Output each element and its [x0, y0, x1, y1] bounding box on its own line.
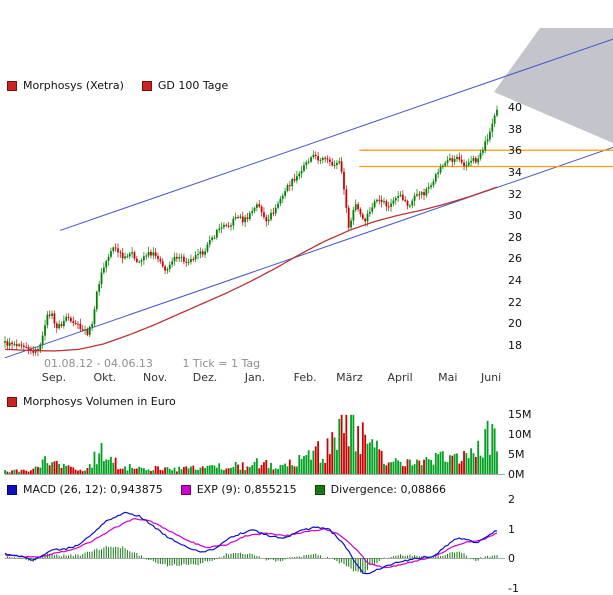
period-label: 01.08.12 - 04.06.13: [44, 357, 153, 370]
price-axis-tick: 18: [508, 339, 522, 353]
divergence-label: Divergence: 0,08866: [330, 483, 446, 496]
month-label: Jan.: [244, 371, 266, 384]
divergence-swatch-icon: [314, 484, 325, 495]
price-series-label: Morphosys (Xetra): [23, 79, 124, 92]
price-axis-tick: 32: [508, 187, 522, 201]
volume-swatch-icon: [7, 396, 17, 407]
month-label: Mai: [438, 371, 458, 384]
volume-axis-tick: 5M: [508, 448, 525, 461]
exp-swatch-icon: [180, 484, 191, 495]
price-axis-tick: 40: [508, 101, 522, 114]
price-axis-tick: 22: [508, 295, 522, 309]
price-axis-tick: 20: [508, 317, 522, 331]
price-series-swatch-icon: [7, 80, 17, 91]
month-label: Sep.: [41, 371, 67, 384]
macd-axis-tick: 0: [508, 552, 515, 565]
volume-axis-tick: 0M: [508, 468, 525, 481]
price-axis-tick: 28: [508, 230, 522, 244]
month-label: Nov.: [142, 371, 168, 384]
volume-label: Morphosys Volumen in Euro: [23, 395, 176, 408]
price-axis-tick: 30: [508, 209, 522, 223]
ma-series-swatch-icon: [141, 80, 152, 91]
price-axis-tick: 38: [508, 122, 522, 136]
price-axis-tick: 26: [508, 252, 522, 266]
macd-label: MACD (26, 12): 0,943875: [23, 483, 163, 496]
volume-axis-tick: 15M: [508, 408, 532, 421]
volume-axis-tick: 10M: [508, 428, 532, 441]
macd-axis-tick: 1: [508, 522, 515, 536]
price-legend: Morphosys (Xetra) GD 100 Tage: [7, 79, 228, 92]
volume-legend: Morphosys Volumen in Euro: [7, 395, 176, 408]
price-axis-tick: 36: [508, 144, 522, 158]
month-label: Okt.: [93, 371, 117, 384]
price-axis-tick: 34: [508, 165, 522, 179]
month-label: Dez.: [192, 371, 218, 384]
macd-swatch-icon: [7, 484, 17, 495]
price-axis-tick: 24: [508, 274, 522, 288]
macd-legend: MACD (26, 12): 0,943875 EXP (9): 0,85521…: [7, 483, 446, 496]
month-label: Feb.: [293, 371, 317, 384]
month-label: Juni: [480, 371, 502, 384]
month-axis: Sep. Okt. Nov. Dez. Jan. Feb. März April Mai Juni: [0, 371, 613, 385]
exp-label: EXP (9): 0,855215: [196, 483, 297, 496]
tick-size-label: 1 Tick = 1 Tag: [182, 357, 261, 370]
date-range: 01.08.12 - 04.06.13 1 Tick = 1 Tag: [44, 357, 260, 370]
macd-axis-tick: 2: [508, 493, 515, 506]
ma-series-label: GD 100 Tage: [157, 79, 229, 92]
month-label: April: [387, 371, 413, 384]
month-label: März: [336, 371, 363, 384]
macd-axis-tick: -1: [508, 581, 519, 595]
